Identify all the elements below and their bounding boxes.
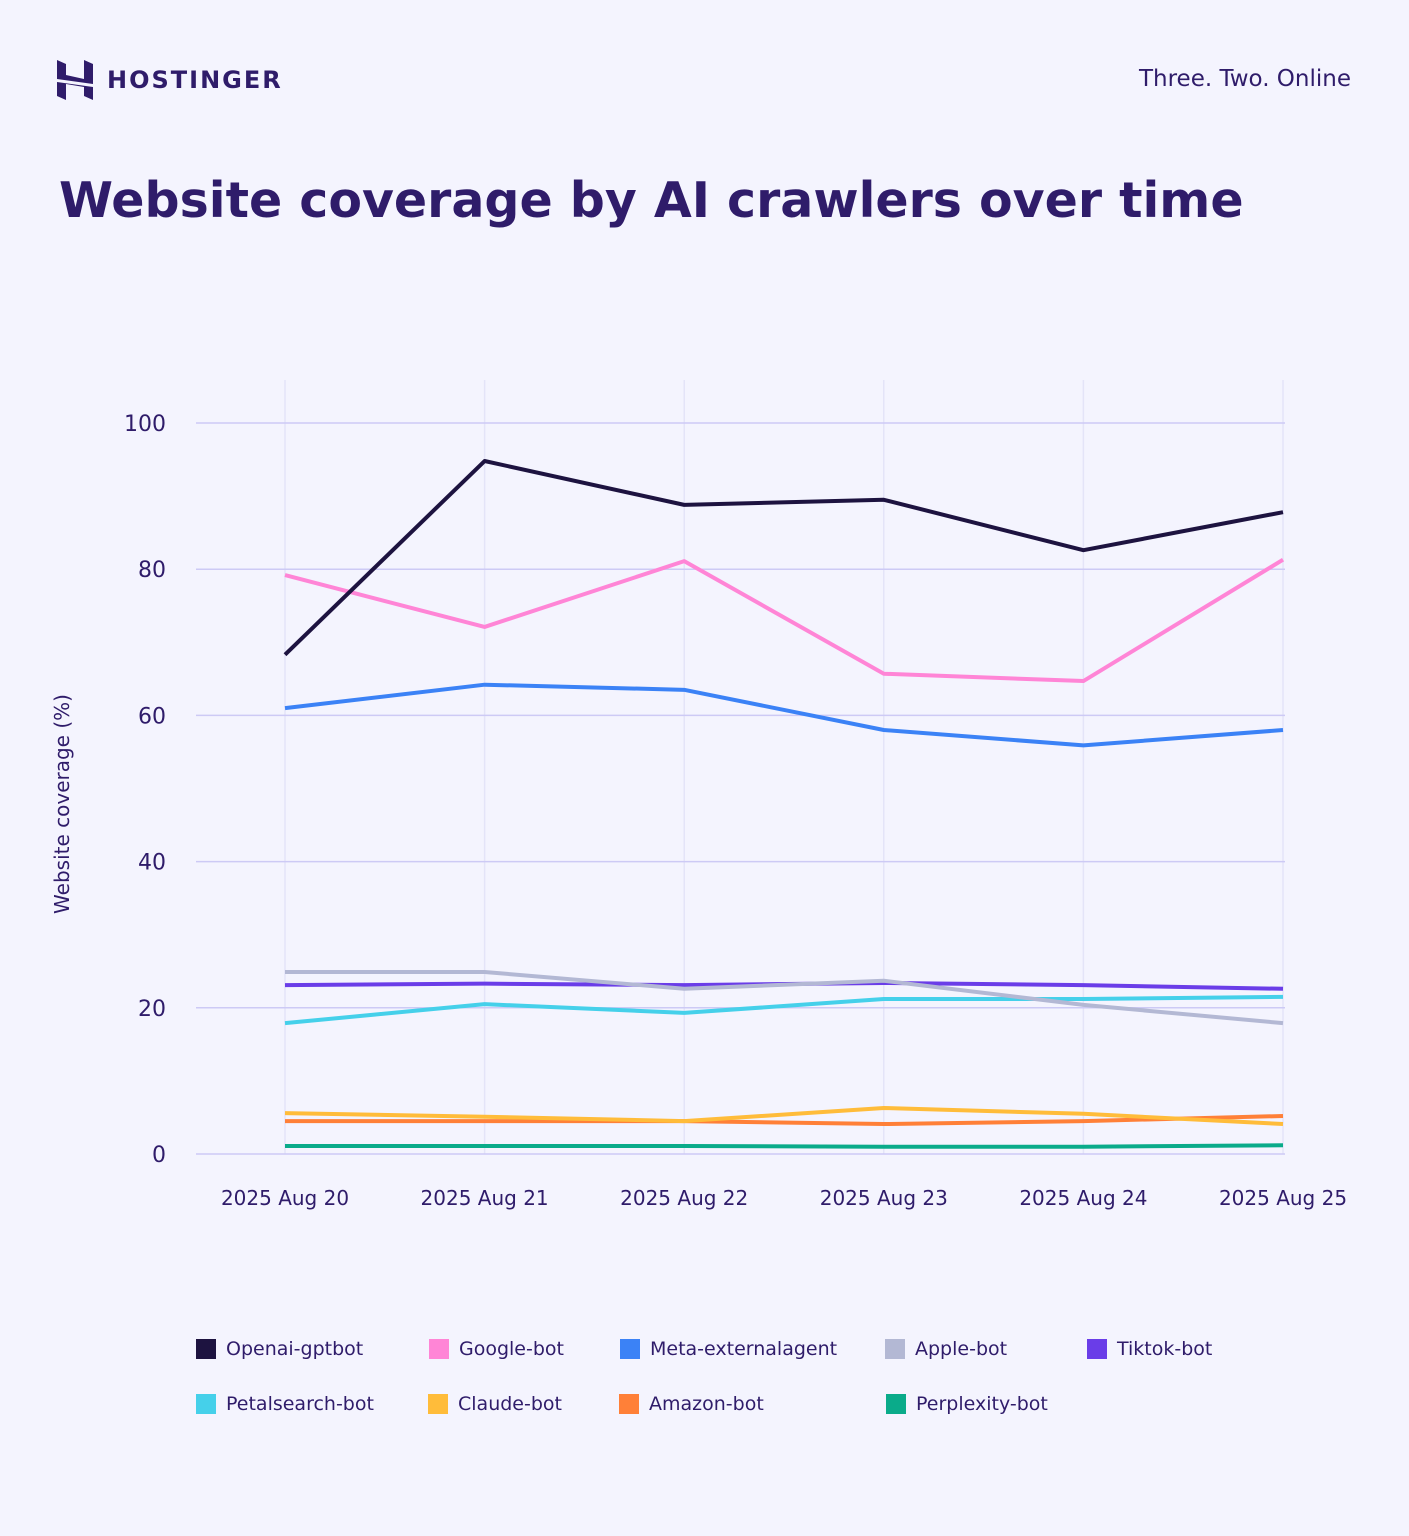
- legend-label: Amazon-bot: [649, 1393, 764, 1415]
- legend-swatch: [196, 1339, 216, 1359]
- legend-item: Amazon-bot: [619, 1393, 764, 1415]
- legend-item: Meta-externalagent: [620, 1338, 837, 1360]
- legend-swatch: [428, 1394, 448, 1414]
- x-tick-label: 2025 Aug 25: [1219, 1186, 1347, 1210]
- series-line-petalsearch-bot: [284, 994, 1284, 1026]
- legend-label: Meta-externalagent: [650, 1338, 838, 1360]
- legend-label: Petalsearch-bot: [226, 1393, 374, 1415]
- series-line-meta-externalagent: [284, 682, 1284, 748]
- legend-item: Tiktok-bot: [1087, 1338, 1212, 1360]
- series-line-openai-gptbot: [283, 459, 1284, 657]
- legend-swatch: [429, 1339, 449, 1359]
- legend-item: Claude-bot: [428, 1393, 562, 1415]
- legend-label: Perplexity-bot: [916, 1393, 1048, 1415]
- series-line-perplexity-bot: [285, 1143, 1284, 1149]
- legend-item: Apple-bot: [885, 1338, 1007, 1360]
- legend-swatch: [620, 1339, 640, 1359]
- hostinger-logo: HOSTINGER: [57, 60, 283, 100]
- legend-swatch: [196, 1394, 216, 1414]
- legend-item: Openai-gptbot: [196, 1338, 363, 1360]
- legend-label: Claude-bot: [458, 1393, 562, 1415]
- brand-name: HOSTINGER: [107, 66, 283, 94]
- x-tick-label: 2025 Aug 24: [1019, 1186, 1147, 1210]
- y-tick-label: 20: [138, 997, 166, 1022]
- series-line-google-bot: [284, 557, 1285, 684]
- series-line-claude-bot: [284, 1105, 1284, 1127]
- y-tick-label: 60: [138, 704, 166, 729]
- legend-swatch: [885, 1339, 905, 1359]
- legend-swatch: [1087, 1339, 1107, 1359]
- series-line-amazon-bot: [285, 1113, 1284, 1127]
- x-tick-label: 2025 Aug 23: [820, 1186, 948, 1210]
- legend-label: Apple-bot: [915, 1338, 1008, 1360]
- y-tick-label: 80: [138, 558, 166, 583]
- x-tick-label: 2025 Aug 22: [620, 1186, 748, 1210]
- legend-label: Tiktok-bot: [1117, 1338, 1213, 1360]
- legend-item: Petalsearch-bot: [196, 1393, 374, 1415]
- y-tick-label: 0: [152, 1143, 166, 1168]
- y-tick-label: 40: [138, 851, 166, 876]
- y-axis-label: Website coverage (%): [50, 694, 74, 914]
- legend-item: Perplexity-bot: [886, 1393, 1048, 1415]
- y-tick-label: 100: [124, 412, 166, 437]
- x-tick-label: 2025 Aug 21: [421, 1186, 549, 1210]
- legend-item: Google-bot: [429, 1338, 564, 1360]
- chart-title: Website coverage by AI crawlers over tim…: [59, 172, 1244, 229]
- hostinger-logo-icon: [57, 60, 93, 100]
- x-tick-label: 2025 Aug 20: [221, 1186, 349, 1210]
- legend-swatch: [886, 1394, 906, 1414]
- legend-label: Google-bot: [459, 1338, 564, 1360]
- tagline: Three. Two. Online: [1138, 66, 1351, 92]
- legend-swatch: [619, 1394, 639, 1414]
- series-line-apple-bot: [285, 969, 1284, 1026]
- legend-label: Openai-gptbot: [226, 1338, 364, 1360]
